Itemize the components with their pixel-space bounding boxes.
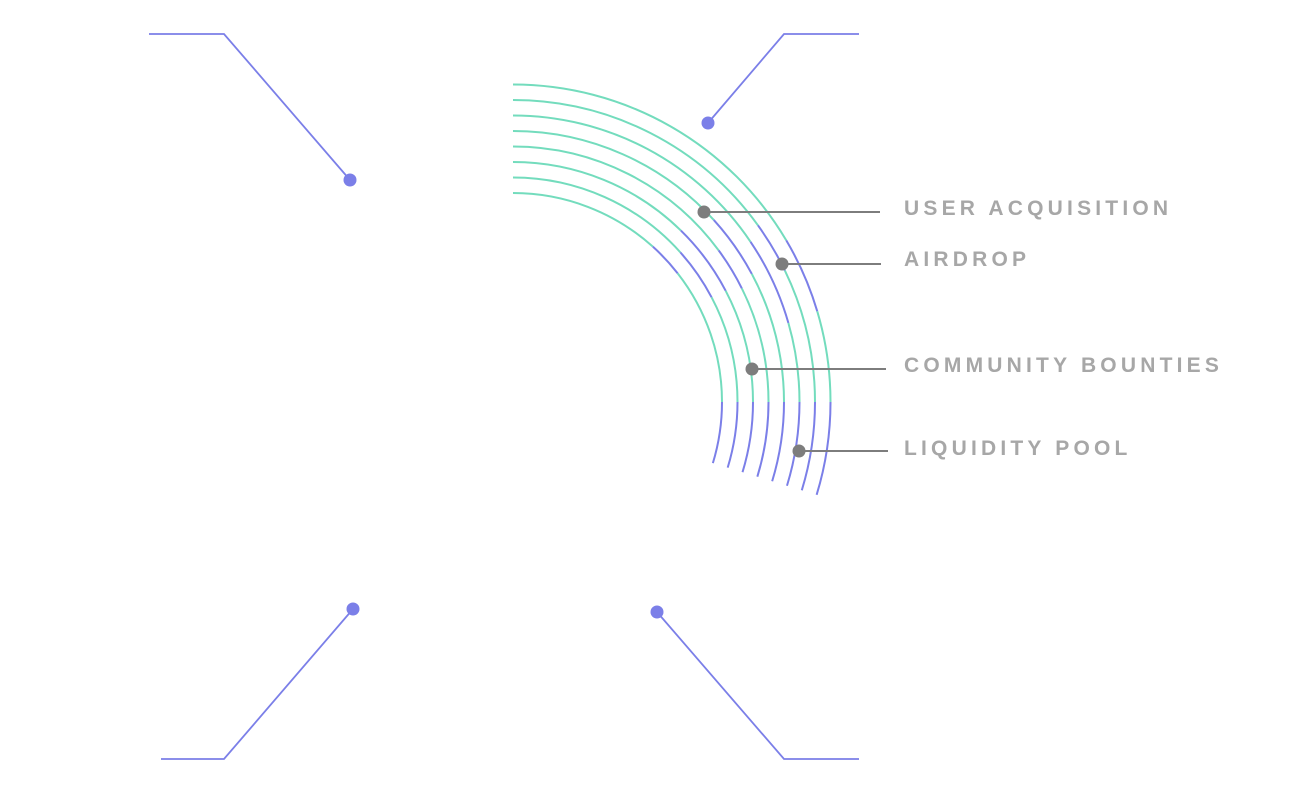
arc-4-segment-mint-low [740,287,770,403]
arc-6-segment-mint-low [787,322,801,403]
callout-bottom-right-line [656,611,859,760]
arc-8-segment-mint-low [816,311,832,403]
arc-6-segment-indigo-mid [749,241,790,324]
callout-top-right-line [707,33,859,124]
arc-8-segment-indigo-tail [815,401,832,496]
arc-7-segment-indigo-mid [757,224,786,271]
label-airdrop: AIRDROP [904,248,1030,271]
arc-3-segment-mint-top [512,161,682,232]
arc-1-segment-mint-top [512,192,654,248]
arc-3-segment-indigo-tail [741,401,754,473]
label-user-acquisition: USER ACQUISITION [904,197,1172,220]
marker-dot-user-acquisition [697,205,711,219]
callout-bottom-left-dot [346,602,360,616]
arc-5-segment-mint-top [512,130,715,221]
callout-bottom-right [650,605,859,760]
arc-3-segment-mint-low [724,290,754,403]
arc-5-segment-mint-low [750,273,785,403]
arc-1-segment-indigo-tail [711,401,723,464]
arc-2-segment-indigo-tail [726,401,739,468]
arc-4-segment-mint-top [512,145,720,251]
arc-5-segment-indigo-tail [771,401,785,482]
arc-1-segment-indigo-mid [652,245,679,274]
label-airdrop-group: AIRDROP [775,248,1030,271]
marker-dot-liquidity-pool [792,444,806,458]
arc-2-segment-mint-low [710,296,739,403]
arc-4-segment-indigo-mid [717,249,743,289]
callout-top-right-dot [701,116,715,130]
arc-6-segment-indigo-tail [786,401,801,487]
callout-bottom-left [161,602,360,760]
arc-6-segment-mint-top [512,114,752,243]
arc-1-segment-mint-low [676,272,723,403]
label-liquidity-pool: LIQUIDITY POOL [904,437,1132,460]
label-community-bounties: COMMUNITY BOUNTIES [904,354,1223,377]
arc-3-segment-indigo-mid [680,229,727,292]
callout-top-left-line [149,33,351,181]
arc-7-segment-mint-low [783,270,816,403]
callout-top-right [701,33,859,130]
label-user-acquisition-group: USER ACQUISITION [697,197,1172,220]
callout-bottom-left-line [161,608,354,760]
callout-top-left-dot [343,173,357,187]
arc-4-segment-indigo-tail [756,401,770,477]
label-community-bounties-group: COMMUNITY BOUNTIES [745,354,1223,377]
arc-8-segment-indigo-mid [785,239,819,312]
arc-2-segment-indigo-mid [679,251,713,298]
arc-5-segment-indigo-mid [713,219,753,275]
concentric-arcs [512,83,832,496]
arc-7-segment-mint-top [512,99,759,226]
arc-2-segment-mint-top [512,176,682,254]
callout-bottom-right-dot [650,605,664,619]
marker-dot-airdrop [775,257,789,271]
callout-top-left [149,33,357,187]
label-liquidity-pool-group: LIQUIDITY POOL [792,437,1132,460]
arc-8-segment-mint-top [512,83,788,241]
marker-dot-community-bounties [745,362,759,376]
arc-7-segment-indigo-tail [800,401,816,491]
